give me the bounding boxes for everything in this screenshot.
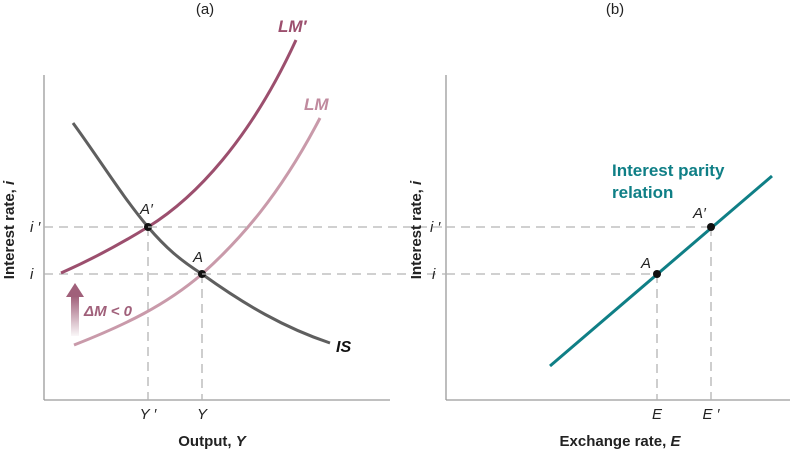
point-a-prime-label: A′ bbox=[139, 201, 154, 218]
shift-arrow-shaft bbox=[71, 296, 79, 336]
parity-label-line2: relation bbox=[612, 183, 673, 202]
panel-b-tick-i: i bbox=[432, 266, 436, 283]
is-curve bbox=[71, 122, 331, 345]
panel-a: (a) A′ A LM′ LM IS ΔM < 0 i ′ i Y ′ Y bbox=[1, 1, 390, 450]
lm-prime-curve bbox=[60, 39, 298, 275]
interest-parity-line bbox=[549, 174, 773, 368]
shift-label: ΔM < 0 bbox=[83, 303, 133, 320]
panel-b-point-a-prime-dot bbox=[707, 223, 715, 231]
panel-a-tick-y-prime: Y ′ bbox=[140, 406, 158, 423]
panel-a-tick-y: Y bbox=[197, 406, 208, 423]
panel-a-y-title: Interest rate, i bbox=[1, 180, 18, 279]
panel-a-tick-i-prime: i ′ bbox=[30, 219, 42, 236]
parity-label-line1: Interest parity bbox=[612, 161, 725, 180]
lm-prime-label: LM′ bbox=[278, 17, 308, 36]
lm-label: LM bbox=[304, 95, 329, 114]
panel-a-x-title: Output, Y bbox=[178, 433, 247, 450]
panel-b-point-a-dot bbox=[653, 270, 661, 278]
panel-b-tick-e: E bbox=[652, 406, 663, 423]
shift-arrow-head bbox=[66, 283, 84, 297]
panel-a-tick-i: i bbox=[30, 266, 34, 283]
panel-b-tick-e-prime: E ′ bbox=[703, 406, 721, 423]
panel-b-y-title: Interest rate, i bbox=[408, 180, 425, 279]
is-label: IS bbox=[336, 339, 351, 356]
panel-b: (b) A A′ Interest parity relation i ′ i … bbox=[148, 1, 790, 450]
panel-b-label: (b) bbox=[606, 1, 624, 18]
point-a-label: A bbox=[192, 249, 203, 266]
panel-a-label: (a) bbox=[196, 1, 214, 18]
panel-b-tick-i-prime: i ′ bbox=[430, 219, 442, 236]
panel-b-point-a-prime-label: A′ bbox=[692, 205, 707, 222]
panel-b-point-a-label: A bbox=[640, 255, 651, 272]
panel-b-x-title: Exchange rate, E bbox=[560, 433, 682, 450]
